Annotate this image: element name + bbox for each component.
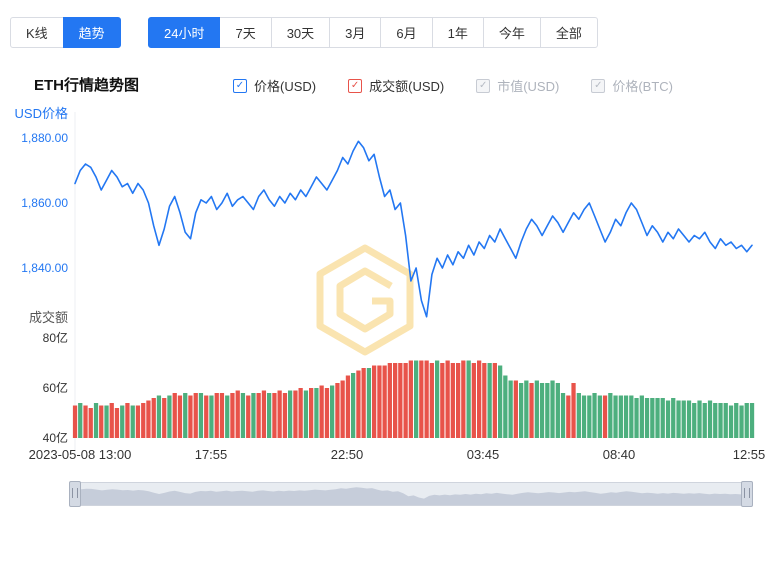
tab-30d[interactable]: 30天 [270,17,331,48]
legend-marketcap-usd[interactable]: 市值(USD) [476,76,559,95]
tab-24h[interactable]: 24小时 [148,17,221,48]
tab-7d[interactable]: 7天 [219,17,272,48]
page-title: ETH行情趋势图 [34,77,140,94]
tab-1y[interactable]: 1年 [431,17,484,48]
tab-3m[interactable]: 3月 [329,17,382,48]
price-tick-1880: 1,880.00 [21,131,68,145]
x-tick-5: 12:55 [732,447,766,462]
tab-6m[interactable]: 6月 [380,17,433,48]
x-tick-4: 08:40 [602,447,636,462]
navigator-left-handle[interactable] [69,481,81,507]
x-tick-2: 22:50 [330,447,364,462]
chart-type-tabs: K线 趋势 [10,17,121,48]
navigator-right-handle[interactable] [741,481,753,507]
tab-all[interactable]: 全部 [539,17,598,48]
legend-price-btc-label: 价格(BTC) [612,79,673,94]
legend-price-usd[interactable]: 价格(USD) [233,76,316,95]
tab-trend[interactable]: 趋势 [62,17,121,48]
series-legend: 价格(USD) 成交额(USD) 市值(USD) 价格(BTC) [233,76,673,95]
chart-navigator[interactable] [75,482,747,506]
volume-tick-40: 40亿 [42,431,68,445]
tab-ytd[interactable]: 今年 [482,17,541,48]
checkbox-price-usd-icon[interactable] [233,78,247,93]
legend-price-btc[interactable]: 价格(BTC) [591,76,673,95]
legend-price-usd-label: 价格(USD) [254,79,317,94]
legend-marketcap-usd-label: 市值(USD) [497,79,560,94]
price-tick-1840: 1,840.00 [21,261,68,275]
tab-kline[interactable]: K线 [10,17,64,48]
x-tick-3: 03:45 [466,447,500,462]
checkbox-volume-usd-icon[interactable] [348,78,363,93]
checkbox-price-btc-icon[interactable] [591,78,606,93]
volume-tick-80: 80亿 [42,331,68,345]
price-axis-title: USD价格 [14,106,68,121]
x-tick-0: 2023-05-08 13:00 [28,447,132,462]
price-tick-1860: 1,860.00 [21,196,68,210]
x-tick-1: 17:55 [194,447,228,462]
checkbox-marketcap-usd-icon[interactable] [476,78,491,93]
time-range-tabs: 24小时 7天 30天 3月 6月 1年 今年 全部 [148,17,598,48]
legend-volume-usd-label: 成交额(USD) [369,79,445,94]
volume-axis-title: 成交额 [28,310,68,325]
navigator-preview-chart [76,487,746,505]
volume-tick-60: 60亿 [42,381,68,395]
legend-volume-usd[interactable]: 成交额(USD) [348,76,444,95]
